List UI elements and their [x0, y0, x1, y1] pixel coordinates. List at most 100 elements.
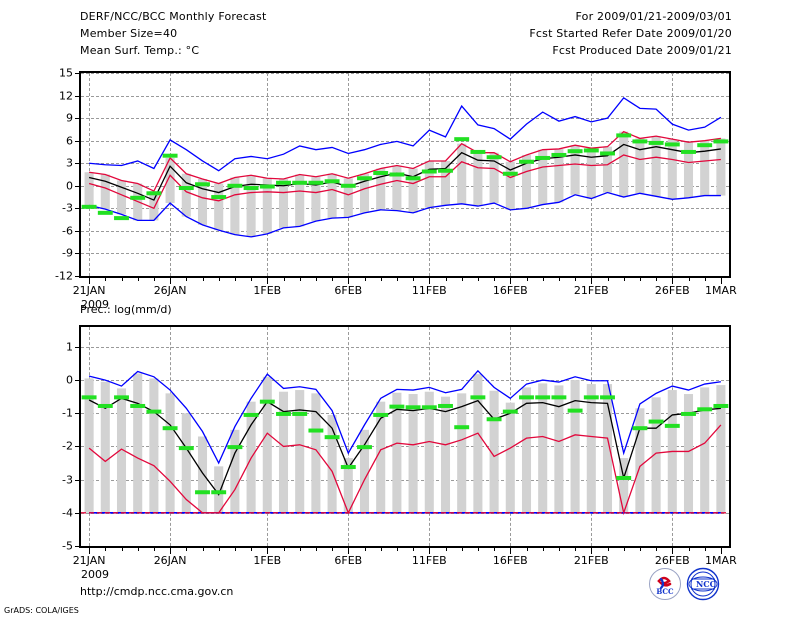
spread-bar — [538, 149, 548, 205]
spread-bar — [295, 390, 305, 513]
spread-bar — [197, 436, 208, 513]
x-axis-minor-tick — [477, 548, 479, 551]
ncc-logo: NCC — [686, 567, 720, 601]
quartile-upper-line — [89, 130, 721, 192]
spread-bar — [165, 393, 175, 513]
x-axis-minor-tick — [413, 278, 415, 281]
y-axis-tick — [75, 208, 80, 210]
spread-bar — [84, 172, 94, 206]
gridline-horizontal — [81, 118, 729, 120]
gridline-horizontal — [81, 230, 729, 232]
spread-bar — [521, 154, 532, 209]
x-axis-minor-tick — [575, 548, 577, 551]
x-axis-minor-tick — [251, 548, 253, 551]
x-axis-minor-tick — [315, 548, 317, 551]
x-axis-minor-tick — [445, 278, 447, 281]
gridline-horizontal — [81, 446, 729, 448]
y-axis-tick — [75, 380, 80, 382]
spread-bar — [181, 173, 191, 217]
ensemble-max-line — [88, 369, 721, 465]
x-axis-major-tick — [267, 278, 269, 284]
x-axis-tick-label: 21JAN — [72, 554, 106, 567]
spread-bar — [262, 376, 272, 513]
x-axis-minor-tick — [186, 278, 188, 281]
x-axis-minor-tick — [688, 278, 690, 281]
spread-bar — [327, 414, 337, 513]
y-axis-tick — [75, 512, 80, 514]
x-axis-tick-label: 1MAR — [705, 554, 737, 567]
y-axis-tick — [75, 479, 80, 481]
x-axis-minor-tick — [283, 548, 285, 551]
x-axis-minor-tick — [121, 548, 123, 551]
spread-bar — [214, 466, 224, 513]
temperature-panel: 15 12 9 6 3 0 -3 -6 -9 -12 21JAN 26JAN 1FEB 6FEB 11FEB… — [0, 0, 800, 312]
x-axis-minor-tick — [283, 278, 285, 281]
spread-bar — [408, 168, 418, 213]
x-axis-minor-tick — [396, 278, 398, 281]
spread-bar — [278, 179, 289, 228]
x-axis-minor-tick — [186, 548, 188, 551]
spread-bar — [359, 173, 370, 213]
spread-bar — [440, 160, 451, 206]
spread-bar — [230, 429, 240, 513]
y-axis-tick-label: 1 — [66, 340, 73, 354]
spread-bar — [683, 394, 694, 513]
y-axis-tick — [75, 446, 80, 448]
y-axis-tick — [75, 185, 80, 187]
gridline-horizontal — [81, 413, 729, 415]
spread-bar — [570, 380, 580, 513]
x-axis-minor-tick — [575, 278, 577, 281]
spread-bar — [181, 413, 191, 513]
spread-bar — [149, 191, 159, 221]
gridline-horizontal — [81, 546, 729, 547]
x-axis-minor-tick — [688, 548, 690, 551]
quartile-lower-line — [88, 424, 722, 516]
gridline-horizontal — [81, 479, 729, 481]
spread-bar — [230, 177, 240, 235]
x-axis-minor-tick — [299, 278, 301, 281]
spread-bar — [149, 378, 159, 513]
y-axis-tick-label: -5 — [62, 539, 73, 553]
x-axis-minor-tick — [656, 548, 658, 551]
spread-bar — [619, 131, 629, 198]
precipitation-plot-area — [79, 325, 731, 548]
y-axis-tick — [75, 140, 80, 142]
x-axis-tick-label: 1MAR — [705, 284, 737, 297]
spread-bar — [651, 136, 661, 197]
x-axis-major-tick — [170, 548, 172, 554]
y-axis-tick-label: 9 — [66, 111, 73, 125]
spread-bar — [602, 384, 613, 513]
spread-bar — [554, 385, 564, 513]
y-axis-tick-label: -1 — [62, 406, 73, 420]
mean-surface-temperature-series-layer — [81, 96, 729, 238]
x-axis-minor-tick — [607, 548, 609, 551]
spread-bar — [683, 142, 694, 198]
spread-bar — [424, 391, 434, 513]
spread-bar — [214, 183, 224, 231]
x-axis-minor-tick — [413, 548, 415, 551]
x-axis-minor-tick — [623, 548, 625, 551]
x-axis-tick-label: 11FEB — [411, 284, 447, 297]
spread-bar — [716, 138, 726, 196]
spread-bar — [100, 381, 110, 513]
x-axis-major-tick — [591, 548, 593, 554]
x-axis-minor-tick — [396, 548, 398, 551]
gridline-vertical — [348, 327, 350, 546]
x-axis-major-tick — [672, 278, 674, 284]
y-axis-tick — [75, 413, 80, 415]
x-axis-major-tick — [720, 548, 722, 554]
x-axis-minor-tick — [558, 548, 560, 551]
spread-bar — [635, 138, 645, 194]
spread-bar — [602, 146, 613, 193]
precipitation-log-series-layer — [81, 369, 729, 516]
gridline-horizontal — [81, 95, 729, 97]
spread-bar — [440, 396, 451, 513]
spread-bar — [424, 160, 434, 208]
x-axis-minor-tick — [526, 278, 528, 281]
forecast-period-label: For 2009/01/21-2009/03/01 — [575, 10, 732, 23]
website-url[interactable]: http://cmdp.ncc.cma.gov.cn — [80, 585, 234, 598]
x-axis-minor-tick — [364, 278, 366, 281]
x-axis-major-tick — [348, 548, 350, 554]
spread-bar — [392, 392, 402, 513]
spread-bar — [457, 143, 467, 204]
